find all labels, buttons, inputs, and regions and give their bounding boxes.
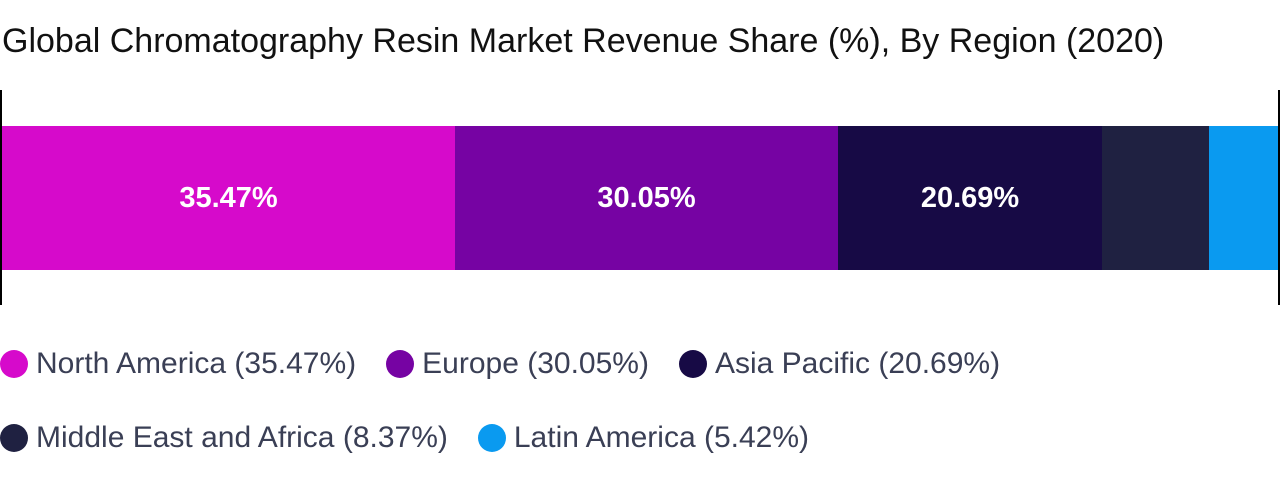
legend-item: Asia Pacific (20.69%) — [678, 347, 1001, 381]
left-axis-line — [0, 90, 2, 305]
legend-label: North America (35.47%) — [36, 347, 357, 380]
legend-label: Middle East and Africa (8.37%) — [36, 421, 448, 454]
bar-segment-north-america: 35.47% — [2, 126, 455, 270]
legend-swatch — [678, 350, 707, 378]
legend-swatch — [0, 350, 28, 378]
data-label: 30.05% — [597, 181, 696, 214]
legend-item: North America (35.47%) — [0, 347, 356, 381]
legend-item: Middle East and Africa (8.37%) — [0, 421, 448, 455]
data-label: 35.47% — [179, 181, 278, 214]
legend-row: Middle East and Africa (8.37%) Latin Amer… — [0, 414, 1280, 462]
chart-title: Global Chromatography Resin Market Reven… — [2, 22, 1165, 60]
bar-segment-europe: 30.05% — [455, 126, 838, 270]
bar-segment-latin-america — [1209, 126, 1278, 270]
legend-label: Asia Pacific (20.69%) — [714, 347, 1001, 380]
stacked-bar: 35.47% 30.05% 20.69% — [2, 126, 1278, 270]
legend-item: Latin America (5.42%) — [477, 421, 810, 455]
legend-swatch — [0, 424, 28, 452]
legend-swatch — [477, 424, 506, 452]
legend-label: Latin America (5.42%) — [513, 421, 810, 454]
legend-label: Europe (30.05%) — [422, 347, 649, 380]
legend-swatch — [386, 350, 415, 378]
right-axis-line — [1278, 90, 1280, 305]
bar-segment-middle-east-and-africa — [1102, 126, 1209, 270]
legend-row: North America (35.47%) Europe (30.05%) Asi… — [0, 340, 1280, 388]
legend-item: Europe (30.05%) — [386, 347, 649, 381]
bar-segment-asia-pacific: 20.69% — [838, 126, 1102, 270]
data-label: 20.69% — [920, 181, 1020, 214]
legend: North America (35.47%) Europe (30.05%) Asi… — [0, 340, 1280, 488]
